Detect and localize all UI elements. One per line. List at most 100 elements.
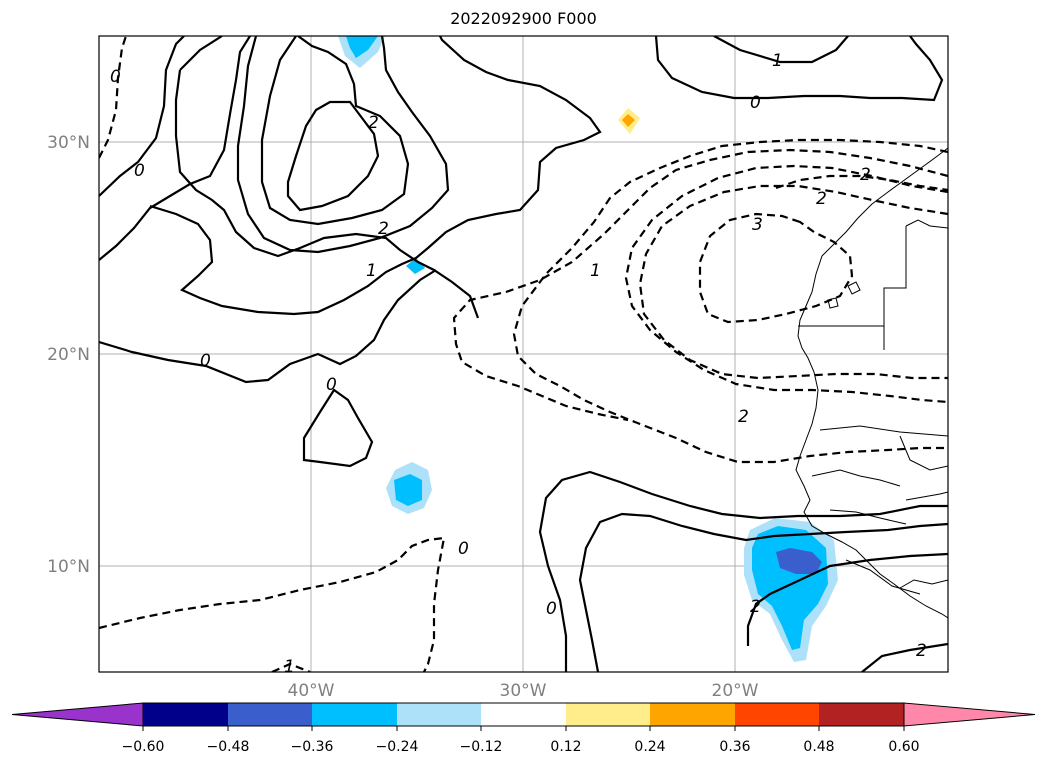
contour-solid-outer-nw bbox=[99, 36, 185, 197]
contour-label-2-south: 2 bbox=[750, 597, 761, 617]
colorbar-segment bbox=[397, 703, 481, 726]
contours-dashed bbox=[99, 36, 948, 672]
lat-label-20n: 20°N bbox=[47, 345, 90, 365]
contour-label-2-ne: 2 bbox=[860, 165, 871, 185]
colorbar-segment bbox=[650, 703, 735, 726]
map-title: 2022092900 F000 bbox=[450, 9, 597, 28]
colorbar-extend-high bbox=[903, 702, 1036, 727]
colorbar-tick-label: −0.48 bbox=[207, 739, 250, 755]
colorbar-segment bbox=[481, 703, 566, 726]
contour-label-1-ne: 1 bbox=[772, 51, 783, 71]
contour-solid-2-inner bbox=[236, 36, 450, 254]
contour-solid-1-south bbox=[578, 512, 948, 672]
contour-label-1-w: 1 bbox=[366, 261, 377, 281]
shade-patch-top-blue bbox=[346, 36, 378, 58]
shaded-anomalies bbox=[338, 36, 838, 662]
colorbar-tick-label: −0.12 bbox=[460, 739, 503, 755]
contour-dashed-0-central bbox=[452, 148, 948, 422]
country-border-ivory bbox=[899, 579, 948, 589]
colorbar-segments bbox=[143, 703, 904, 726]
contour-dashed-0-south bbox=[99, 536, 446, 672]
country-border-morocco bbox=[905, 219, 948, 229]
map-frame bbox=[98, 35, 949, 673]
contour-solid-3-south bbox=[861, 642, 948, 672]
contour-label-3-core: 3 bbox=[752, 215, 763, 235]
shade-patch-south-midblue bbox=[776, 548, 822, 574]
colorbar-tick-label: 0.60 bbox=[888, 739, 919, 755]
contour-label-1-sw: 1 bbox=[284, 657, 295, 677]
lon-label-40w: 40°W bbox=[288, 681, 335, 701]
contour-label-2-se: 2 bbox=[916, 641, 927, 661]
colorbar-segment bbox=[228, 703, 312, 726]
contour-label-0-south-central: 0 bbox=[546, 599, 557, 619]
colorbar-tick-label: −0.24 bbox=[376, 739, 419, 755]
latitude-labels: 30°N 20°N 10°N bbox=[47, 133, 90, 577]
coastlines bbox=[795, 147, 948, 619]
colorbar-frame bbox=[142, 702, 905, 727]
lat-label-10n: 10°N bbox=[47, 557, 90, 577]
contour-solid-1-north bbox=[174, 36, 480, 319]
contour-solid-2-south bbox=[746, 552, 948, 646]
contour-label-0-w: 0 bbox=[134, 161, 145, 181]
colorbar-tick-label: −0.60 bbox=[122, 739, 165, 755]
contour-labels: 0 0 0 0 0 0 0 1 1 1 1 2 2 2 2 2 2 3 2 bbox=[110, 51, 927, 677]
contour-solid-0-mid bbox=[99, 269, 437, 384]
colorbar-segment bbox=[819, 703, 904, 726]
coastline-africa bbox=[795, 147, 948, 619]
contour-solid-0-ne bbox=[713, 36, 849, 64]
colorbar-tick-label: 0.12 bbox=[550, 739, 581, 755]
colorbar-ticks: −0.60 −0.48 −0.36 −0.24 −0.12 0.12 0.24 0.36 0.4… bbox=[122, 726, 920, 755]
contour-dashed-2-outer bbox=[638, 184, 948, 380]
contour-label-2-n: 2 bbox=[368, 113, 379, 133]
contour-label-2-central: 2 bbox=[738, 407, 749, 427]
contour-dashed-0-west bbox=[99, 36, 128, 159]
country-border-western-sahara bbox=[798, 226, 907, 327]
contour-label-0-mid: 0 bbox=[200, 351, 211, 371]
colorbar-extend-low bbox=[11, 702, 144, 727]
shade-patch-orange bbox=[622, 114, 635, 127]
contour-solid-0-left bbox=[99, 36, 251, 261]
colorbar-tick-label: 0.48 bbox=[803, 739, 834, 755]
country-border-guinea bbox=[829, 509, 921, 595]
lon-label-30w: 30°W bbox=[500, 681, 547, 701]
contour-dashed-1-central bbox=[512, 138, 948, 464]
colorbar-tick-label: −0.36 bbox=[291, 739, 334, 755]
country-border-senegal bbox=[811, 469, 901, 487]
contour-solid-0-south bbox=[538, 470, 948, 672]
longitude-labels: 40°W 30°W 20°W bbox=[288, 681, 759, 701]
graticule bbox=[99, 36, 948, 672]
contour-dashed-1-south bbox=[271, 662, 311, 672]
contour-solid-2-core bbox=[286, 100, 380, 212]
contour-label-0-ne: 0 bbox=[750, 93, 761, 113]
colorbar-tick-label: 0.36 bbox=[719, 739, 750, 755]
contour-solid-0-island bbox=[302, 388, 374, 468]
contour-dashed-2-inner bbox=[624, 164, 948, 404]
colorbar-segment bbox=[566, 703, 650, 726]
shade-patch-mid-blue bbox=[394, 474, 422, 506]
shade-patch-south-blue bbox=[752, 526, 828, 650]
colorbar-segment bbox=[143, 703, 228, 726]
colorbar-segment bbox=[312, 703, 397, 726]
contour-dashed-3-core bbox=[698, 212, 854, 324]
country-border-mali bbox=[899, 435, 948, 501]
country-border-mauritania bbox=[819, 326, 948, 437]
lat-label-30n: 30°N bbox=[47, 133, 90, 153]
contour-label-0-south: 0 bbox=[458, 539, 469, 559]
contour-solid-1-outer bbox=[149, 36, 602, 316]
contour-dashed-2-small bbox=[775, 174, 948, 192]
colorbar-segment bbox=[735, 703, 819, 726]
contour-label-2-e: 2 bbox=[816, 189, 827, 209]
coastline-canary-islands bbox=[827, 281, 861, 309]
colorbar: −0.60 −0.48 −0.36 −0.24 −0.12 0.12 0.24 0.36 0.4… bbox=[11, 702, 1036, 755]
colorbar-tick-label: 0.24 bbox=[634, 739, 665, 755]
contour-solid-1-ne bbox=[654, 36, 944, 102]
contours bbox=[99, 36, 948, 672]
shade-patch-small-blue bbox=[406, 258, 425, 274]
contour-label-0-island: 0 bbox=[326, 375, 337, 395]
lon-label-20w: 20°W bbox=[712, 681, 759, 701]
contour-solid-2-ring bbox=[260, 36, 410, 226]
contour-label-0-nw: 0 bbox=[110, 67, 121, 87]
contour-label-2-w: 2 bbox=[378, 219, 389, 239]
contour-label-1-central: 1 bbox=[590, 261, 601, 281]
